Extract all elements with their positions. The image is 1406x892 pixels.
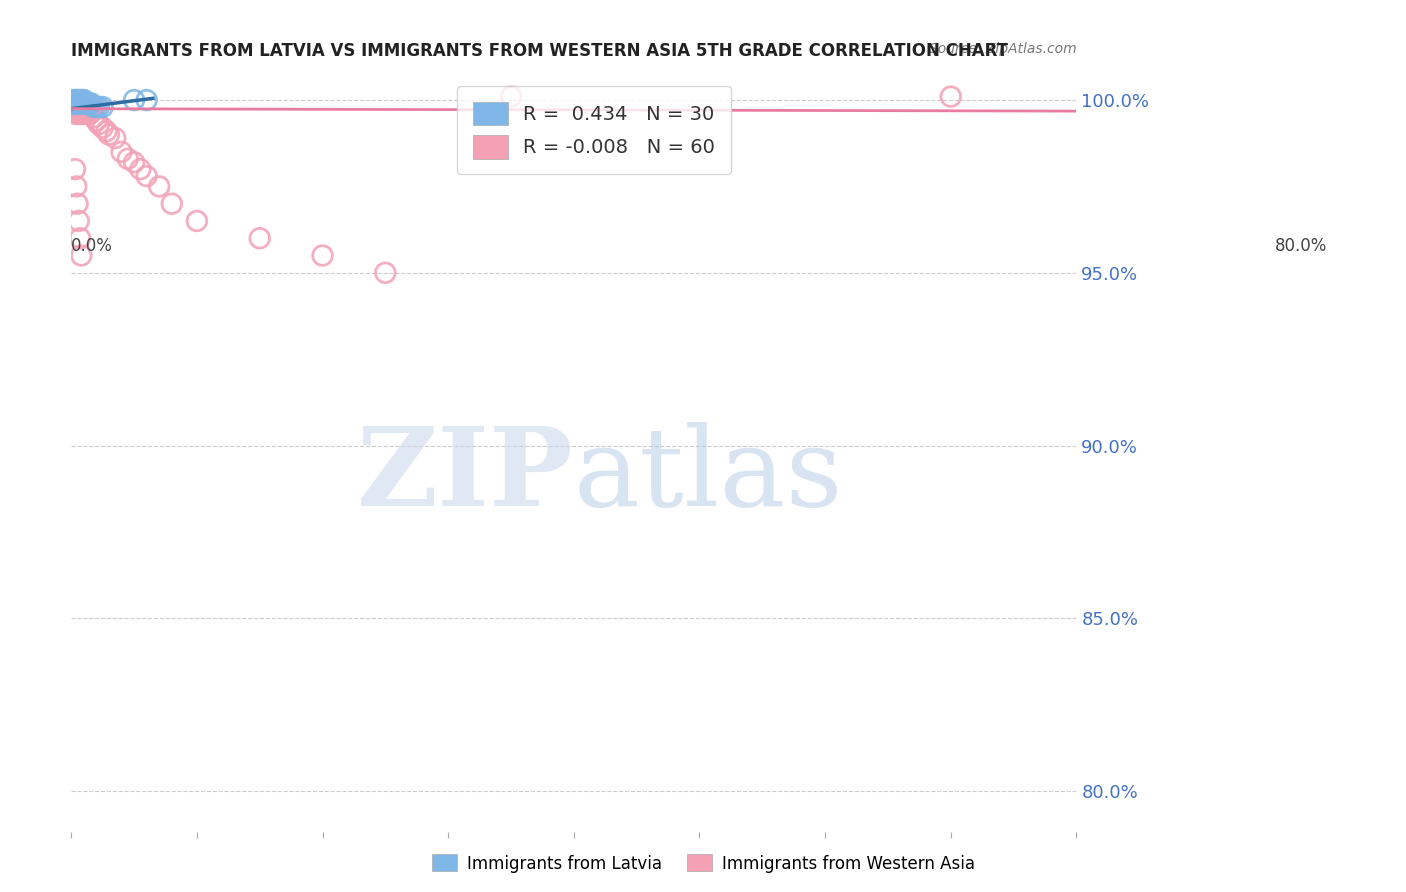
Text: Source: ZipAtlas.com: Source: ZipAtlas.com: [929, 42, 1077, 56]
Point: [374, 266, 396, 280]
Point: [87, 117, 110, 131]
Point: [69, 93, 91, 107]
Point: [129, 162, 152, 177]
Text: IMMIGRANTS FROM LATVIA VS IMMIGRANTS FROM WESTERN ASIA 5TH GRADE CORRELATION CHA: IMMIGRANTS FROM LATVIA VS IMMIGRANTS FRO…: [72, 42, 1008, 60]
Point: [73, 96, 96, 111]
Text: 80.0%: 80.0%: [1275, 236, 1327, 254]
Point: [73, 93, 96, 107]
Point: [80, 103, 103, 118]
Point: [69, 100, 91, 114]
Point: [65, 96, 87, 111]
Point: [96, 124, 118, 138]
Point: [939, 89, 962, 103]
Legend: Immigrants from Latvia, Immigrants from Western Asia: Immigrants from Latvia, Immigrants from …: [425, 847, 981, 880]
Point: [76, 96, 98, 111]
Point: [73, 96, 96, 111]
Point: [63, 162, 86, 177]
Point: [67, 107, 90, 121]
Point: [135, 169, 157, 183]
Point: [148, 179, 170, 194]
Point: [63, 96, 86, 111]
Point: [249, 231, 271, 245]
Point: [67, 103, 90, 118]
Point: [499, 89, 522, 103]
Point: [65, 103, 87, 118]
Point: [63, 100, 86, 114]
Point: [77, 107, 100, 121]
Point: [77, 96, 100, 111]
Point: [91, 100, 114, 114]
Point: [86, 113, 108, 128]
Point: [62, 100, 84, 114]
Point: [110, 145, 132, 159]
Point: [135, 93, 157, 107]
Text: 0.0%: 0.0%: [72, 236, 112, 254]
Point: [62, 103, 84, 118]
Point: [70, 93, 93, 107]
Point: [62, 93, 84, 107]
Point: [62, 103, 84, 118]
Point: [70, 107, 93, 121]
Point: [70, 103, 93, 118]
Point: [62, 96, 84, 111]
Point: [73, 107, 96, 121]
Legend: R =  0.434   N = 30, R = -0.008   N = 60: R = 0.434 N = 30, R = -0.008 N = 60: [457, 86, 731, 174]
Point: [91, 120, 114, 135]
Point: [160, 196, 183, 211]
Point: [104, 131, 127, 145]
Point: [65, 96, 87, 111]
Point: [69, 96, 91, 111]
Point: [83, 100, 105, 114]
Point: [66, 100, 89, 114]
Point: [63, 103, 86, 118]
Point: [73, 103, 96, 118]
Text: atlas: atlas: [574, 422, 844, 529]
Point: [69, 231, 91, 245]
Point: [66, 96, 89, 111]
Point: [66, 96, 89, 111]
Point: [66, 196, 89, 211]
Point: [72, 107, 94, 121]
Point: [67, 96, 90, 111]
Point: [122, 93, 145, 107]
Point: [70, 248, 93, 262]
Point: [70, 96, 93, 111]
Point: [87, 100, 110, 114]
Point: [62, 96, 84, 111]
Point: [76, 103, 98, 118]
Point: [86, 100, 108, 114]
Point: [80, 96, 103, 111]
Text: ZIP: ZIP: [357, 422, 574, 529]
Point: [72, 93, 94, 107]
Point: [73, 103, 96, 118]
Point: [117, 152, 139, 166]
Point: [311, 248, 333, 262]
Point: [67, 100, 90, 114]
Point: [97, 128, 120, 142]
Point: [186, 214, 208, 228]
Point: [62, 100, 84, 114]
Point: [65, 93, 87, 107]
Point: [65, 179, 87, 194]
Point: [70, 100, 93, 114]
Point: [75, 96, 97, 111]
Point: [62, 96, 84, 111]
Point: [67, 214, 90, 228]
Point: [83, 111, 105, 125]
Point: [63, 107, 86, 121]
Point: [79, 107, 101, 121]
Point: [122, 155, 145, 169]
Point: [67, 93, 90, 107]
Point: [63, 96, 86, 111]
Point: [75, 107, 97, 121]
Point: [79, 96, 101, 111]
Point: [72, 103, 94, 118]
Point: [66, 103, 89, 118]
Point: [69, 103, 91, 118]
Point: [63, 93, 86, 107]
Point: [66, 93, 89, 107]
Point: [65, 100, 87, 114]
Point: [62, 96, 84, 111]
